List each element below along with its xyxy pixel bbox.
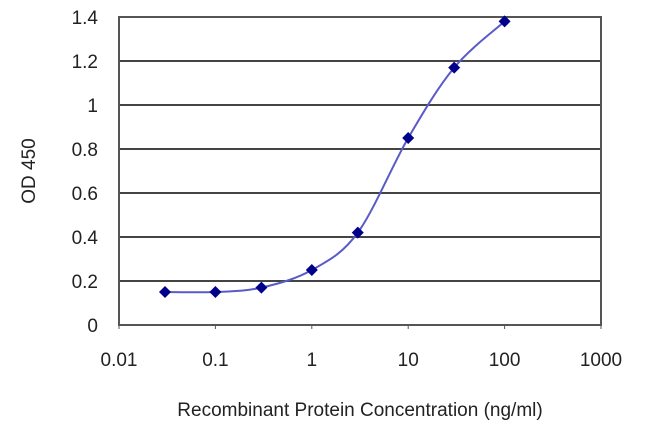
data-point-diamond-marker [255,281,268,294]
data-line [164,20,506,294]
y-axis-ticks: 0 0.2 0.4 0.6 0.8 1 1.2 1.4 [72,8,99,337]
data-point-diamond-marker [351,226,364,239]
x-tick-label: 0.1 [202,350,228,371]
x-axis-title: Recombinant Protein Concentration (ng/ml… [177,400,542,421]
data-markers [158,15,511,298]
x-tick-label: 0.01 [101,350,138,371]
y-tick-label: 1.4 [72,8,99,29]
data-point-diamond-marker [305,264,318,276]
x-tick-label: 10 [398,350,419,371]
gridlines [119,16,601,282]
y-tick-label: 0.6 [72,184,98,205]
y-tick-label: 0.4 [72,228,99,249]
data-point-diamond-marker [498,15,511,28]
y-axis-title: OD 450 [19,138,40,203]
y-tick-label: 0.2 [72,272,98,293]
data-point-diamond-marker [448,61,461,74]
y-tick-label: 1 [87,96,98,117]
x-tick-label: 100 [489,350,521,371]
data-point-diamond-marker [402,132,415,144]
x-axis-ticks: 0.01 0.1 1 10 100 1000 [101,325,622,371]
data-point-diamond-marker [209,286,222,298]
y-tick-label: 0.8 [72,140,98,161]
x-tick-label: 1000 [580,350,622,371]
plot-frame [118,16,602,326]
y-tick-label: 1.2 [72,52,98,73]
x-tick-label: 1 [307,350,318,371]
y-tick-label: 0 [87,316,98,337]
data-point-diamond-marker [158,286,171,298]
